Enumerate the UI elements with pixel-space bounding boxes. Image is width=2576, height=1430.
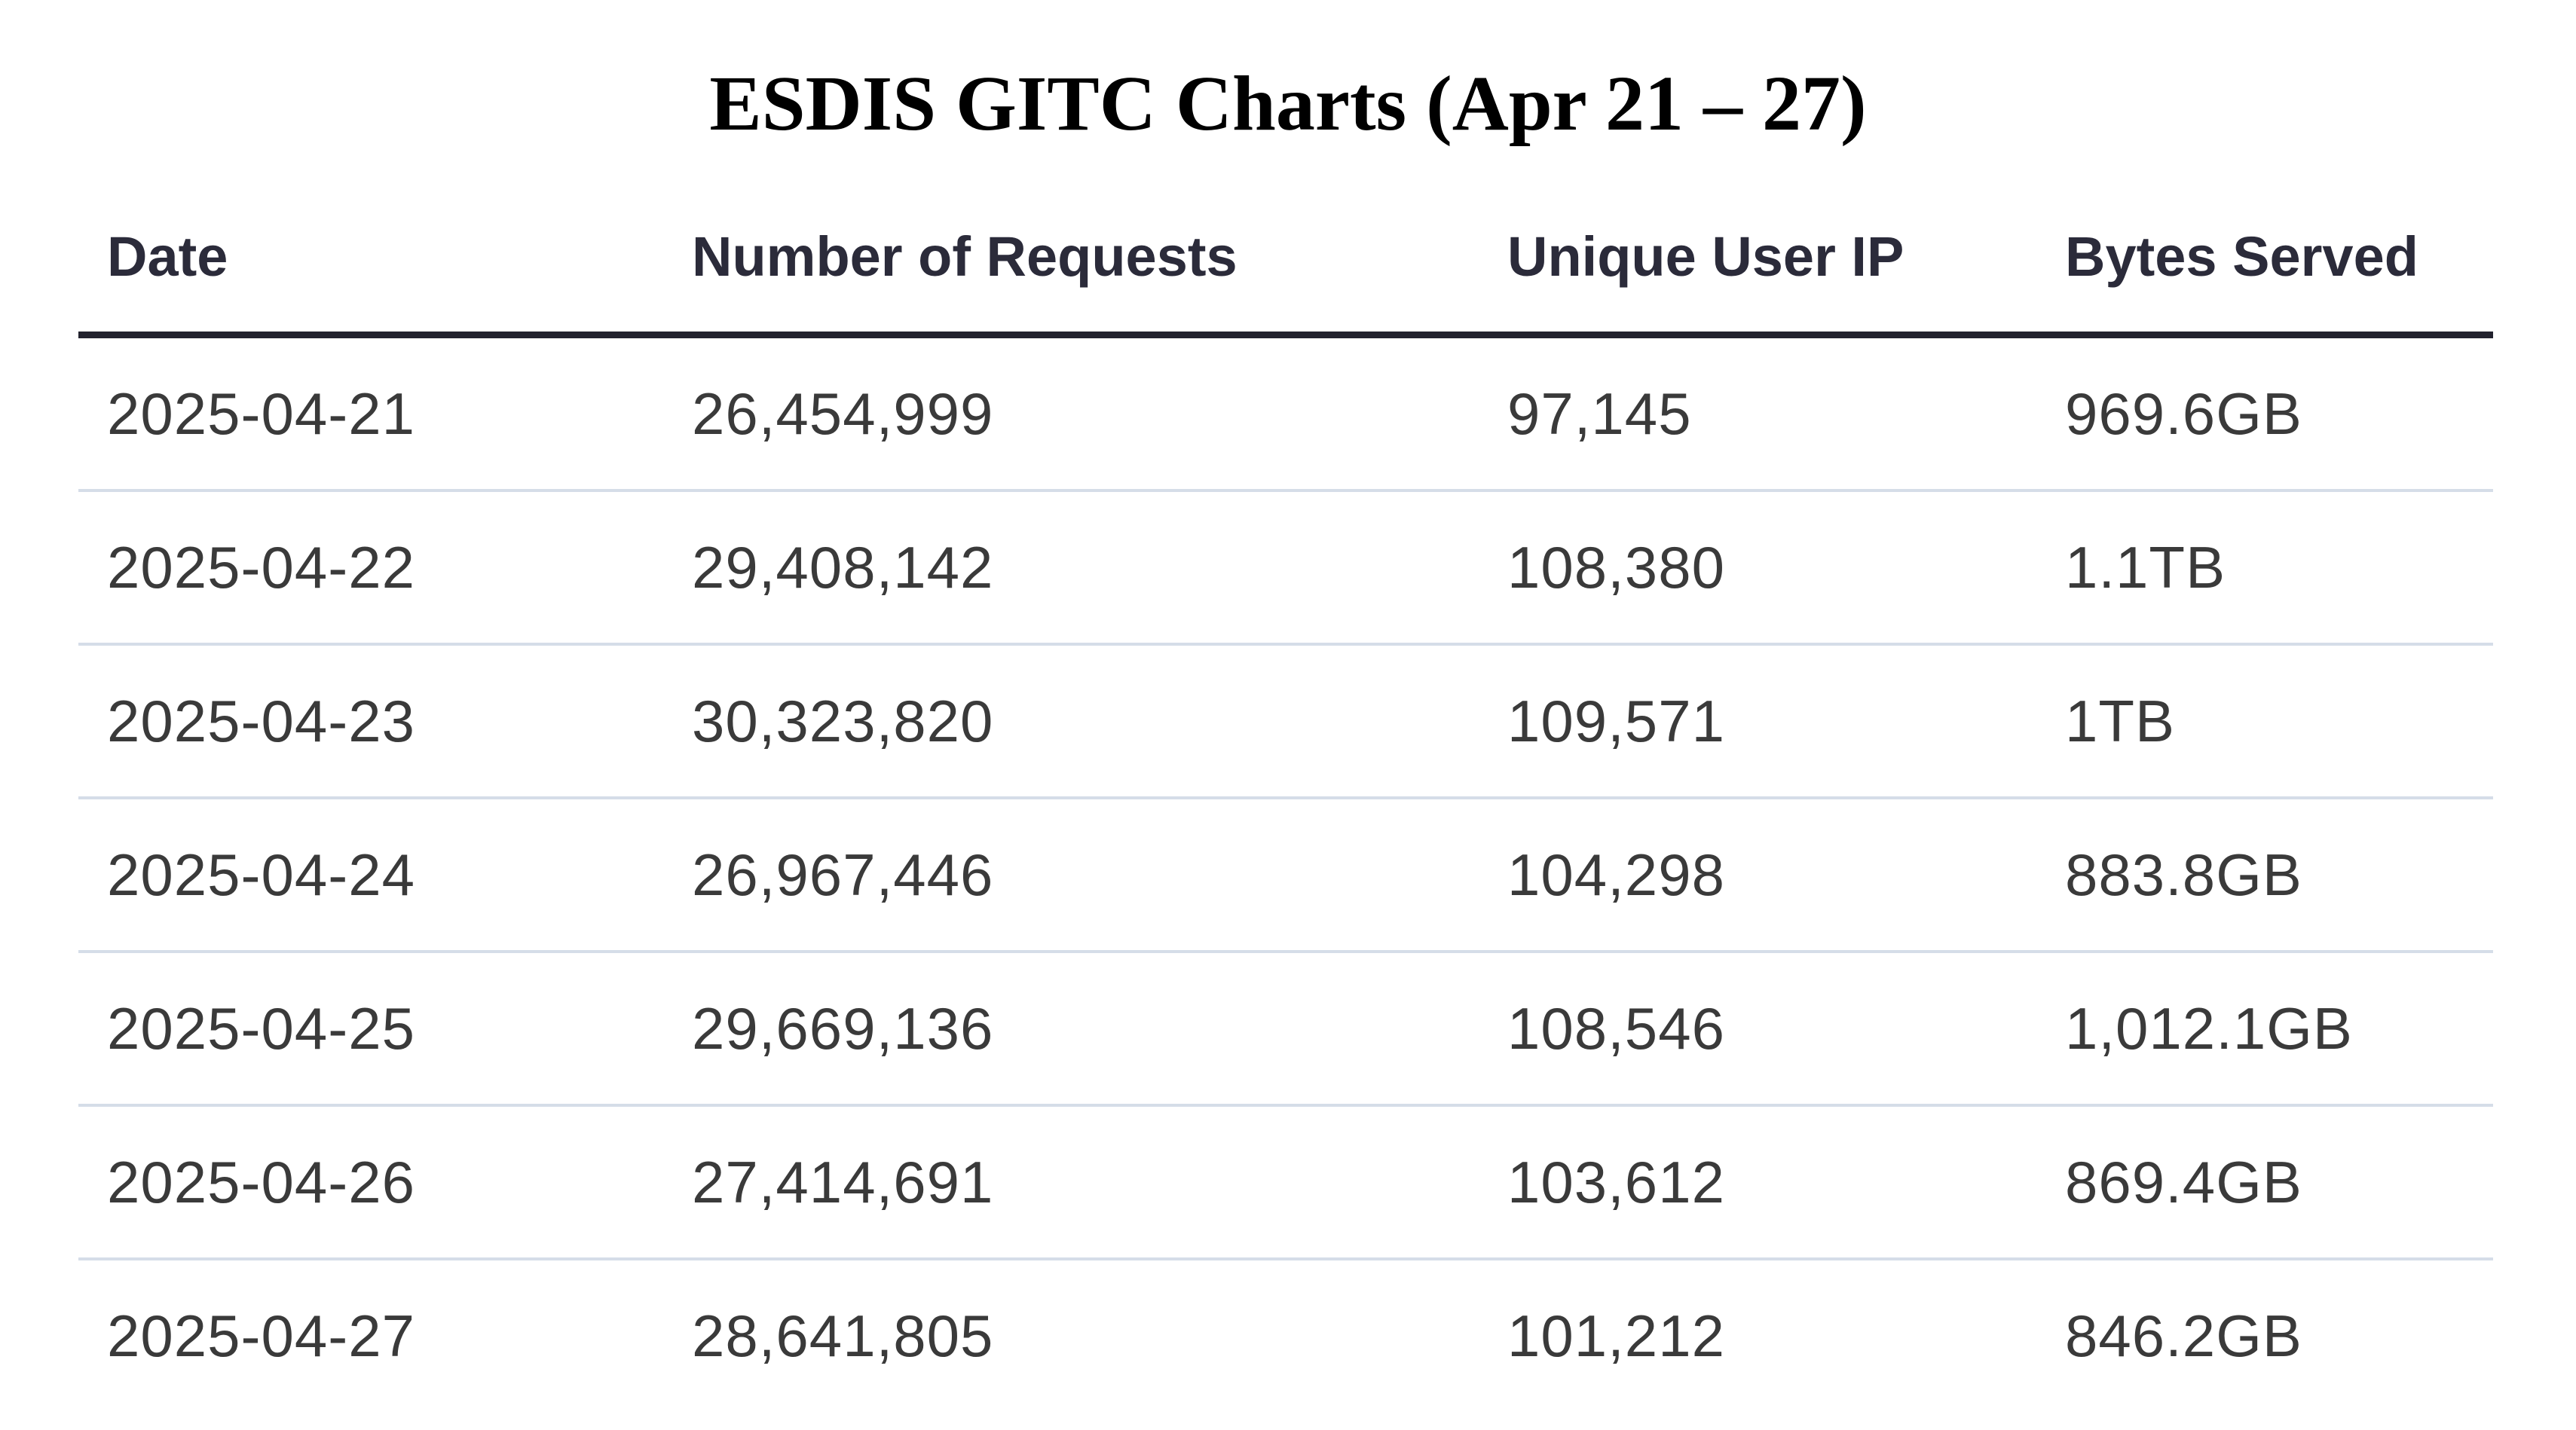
data-table: Date Number of Requests Unique User IP B… [78,181,2493,1411]
cell-requests: 26,967,446 [663,798,1479,953]
cell-unique-ip: 109,571 [1479,644,2036,799]
column-header-unique-ip: Unique User IP [1479,181,2036,338]
cell-bytes-served: 1TB [2036,644,2493,799]
column-header-bytes-served: Bytes Served [2036,181,2493,338]
cell-date: 2025-04-22 [78,490,663,646]
cell-unique-ip: 104,298 [1479,798,2036,953]
cell-bytes-served: 969.6GB [2036,335,2493,492]
table-row: 2025-04-23 30,323,820 109,571 1TB [78,644,2493,799]
column-header-date: Date [78,181,663,338]
table-row: 2025-04-24 26,967,446 104,298 883.8GB [78,798,2493,953]
cell-requests: 26,454,999 [663,335,1479,492]
cell-date: 2025-04-24 [78,798,663,953]
column-header-requests: Number of Requests [663,181,1479,338]
header-row: Date Number of Requests Unique User IP B… [78,181,2493,338]
cell-unique-ip: 108,546 [1479,952,2036,1107]
cell-bytes-served: 883.8GB [2036,798,2493,953]
cell-date: 2025-04-25 [78,952,663,1107]
cell-bytes-served: 869.4GB [2036,1105,2493,1260]
cell-bytes-served: 1.1TB [2036,490,2493,646]
cell-requests: 29,408,142 [663,490,1479,646]
cell-date: 2025-04-26 [78,1105,663,1260]
table-row: 2025-04-25 29,669,136 108,546 1,012.1GB [78,952,2493,1107]
cell-date: 2025-04-27 [107,1302,415,1369]
cell-unique-ip: 103,612 [1479,1105,2036,1260]
cell-date: 2025-04-23 [78,644,663,799]
cell-requests: 29,669,136 [663,952,1479,1107]
cell-unique-ip: 101,212 [1507,1302,1725,1369]
cell-date: 2025-04-21 [78,335,663,492]
cell-bytes-served: 846.2GB [2065,1302,2302,1369]
page-title: ESDIS GITC Charts (Apr 21 – 27) [709,60,1867,147]
cell-requests: 28,641,805 [692,1302,994,1369]
cell-requests: 27,414,691 [663,1105,1479,1260]
cell-requests: 30,323,820 [663,644,1479,799]
table-row: 2025-04-27 28,641,805 101,212 846.2GB [78,1259,2493,1411]
cell-unique-ip: 97,145 [1479,335,2036,492]
table-row: 2025-04-21 26,454,999 97,145 969.6GB [78,335,2493,492]
table-row: 2025-04-22 29,408,142 108,380 1.1TB [78,490,2493,646]
cell-bytes-served: 1,012.1GB [2036,952,2493,1107]
table-row: 2025-04-26 27,414,691 103,612 869.4GB [78,1105,2493,1260]
cell-unique-ip: 108,380 [1479,490,2036,646]
